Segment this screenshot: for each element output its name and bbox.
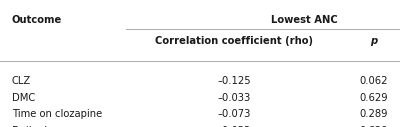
Text: 0.062: 0.062 [360, 76, 388, 86]
Text: p: p [370, 36, 378, 46]
Text: –0.125: –0.125 [217, 76, 251, 86]
Text: Outcome: Outcome [12, 15, 62, 25]
Text: –0.073: –0.073 [217, 109, 251, 119]
Text: –0.033: –0.033 [217, 126, 251, 127]
Text: 0.289: 0.289 [360, 109, 388, 119]
Text: –0.033: –0.033 [217, 93, 251, 103]
Text: CLZ: CLZ [12, 76, 31, 86]
Text: Correlation coefficient (rho): Correlation coefficient (rho) [155, 36, 313, 46]
Text: Daily dose: Daily dose [12, 126, 64, 127]
Text: 0.629: 0.629 [360, 126, 388, 127]
Text: Time on clozapine: Time on clozapine [12, 109, 102, 119]
Text: 0.629: 0.629 [360, 93, 388, 103]
Text: Lowest ANC: Lowest ANC [271, 15, 337, 25]
Text: DMC: DMC [12, 93, 35, 103]
